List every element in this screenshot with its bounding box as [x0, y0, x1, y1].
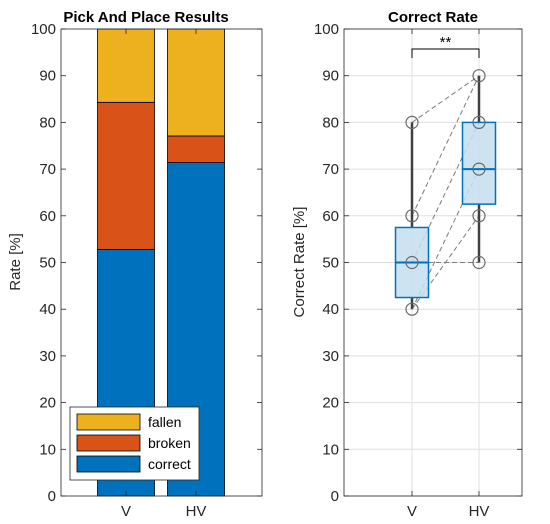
left-y-axis-label: Rate [%]	[7, 233, 24, 291]
right-y-tick-label: 60	[322, 208, 339, 225]
right-x-tick-label: HV	[469, 503, 490, 520]
right-y-tick-label: 20	[322, 395, 339, 412]
left-y-tick-label: 70	[39, 161, 56, 178]
data-point-V	[405, 115, 419, 130]
data-point-HV	[472, 162, 486, 176]
right-y-tick-label: 70	[322, 161, 339, 178]
legend-label-correct: correct	[148, 456, 191, 472]
legend-swatch-broken	[76, 434, 141, 452]
right-y-tick-label: 90	[322, 68, 339, 85]
right-y-tick-label: 0	[331, 488, 339, 505]
right-y-tick-label: 30	[322, 348, 339, 365]
significance-label: **	[440, 34, 452, 51]
legend-label-fallen: fallen	[148, 414, 181, 430]
bar-broken-HV	[167, 135, 225, 163]
right-y-tick-label: 100	[314, 21, 339, 38]
left-y-tick-label: 40	[39, 301, 56, 318]
paired-line	[411, 75, 480, 123]
legend-swatch-correct	[76, 455, 141, 473]
left-y-tick-label: 60	[39, 208, 56, 225]
right-y-tick-label: 50	[322, 255, 339, 272]
stacked-bar-chart: Pick And Place Results Rate [%] 0 10 20 30 4…	[7, 9, 263, 520]
right-y-tick-label: 80	[322, 114, 339, 131]
left-y-tick-label: 100	[31, 21, 56, 38]
left-x-tick-label: V	[121, 503, 131, 520]
left-y-tick-label: 50	[39, 255, 56, 272]
data-point-HV	[472, 209, 486, 223]
significance-bracket	[411, 48, 480, 58]
right-chart-title: Correct Rate	[388, 9, 478, 26]
left-y-tick-label: 10	[39, 441, 56, 458]
bar-fallen-V	[97, 28, 155, 103]
data-point-V	[405, 209, 419, 223]
right-y-axis-label: Correct Rate [%]	[291, 207, 308, 318]
bar-broken-V	[97, 101, 155, 250]
left-x-tick-label: HV	[186, 503, 207, 520]
left-y-tick-label: 30	[39, 348, 56, 365]
legend-swatch-fallen	[76, 413, 141, 431]
bar-fallen-HV	[167, 28, 225, 137]
right-x-tick-label: V	[407, 503, 417, 520]
right-y-tick-label: 40	[322, 301, 339, 318]
data-point-V	[405, 302, 419, 316]
data-point-HV	[472, 69, 486, 83]
left-y-tick-label: 90	[39, 68, 56, 85]
left-y-tick-label: 80	[39, 114, 56, 131]
legend: fallen broken correct	[69, 406, 200, 481]
data-point-HV	[472, 115, 486, 130]
left-chart-title: Pick And Place Results	[63, 9, 228, 26]
legend-label-broken: broken	[148, 435, 191, 451]
box-plot-chart: Correct Rate Correct Rate [%] 0 10 20 30 40 5…	[291, 9, 523, 520]
right-y-tick-label: 10	[322, 441, 339, 458]
left-y-tick-label: 20	[39, 395, 56, 412]
left-y-tick-label: 0	[48, 488, 56, 505]
box-HV	[461, 121, 497, 205]
data-point-HV	[472, 255, 486, 270]
paired-line	[411, 75, 480, 217]
data-point-V	[405, 255, 419, 270]
